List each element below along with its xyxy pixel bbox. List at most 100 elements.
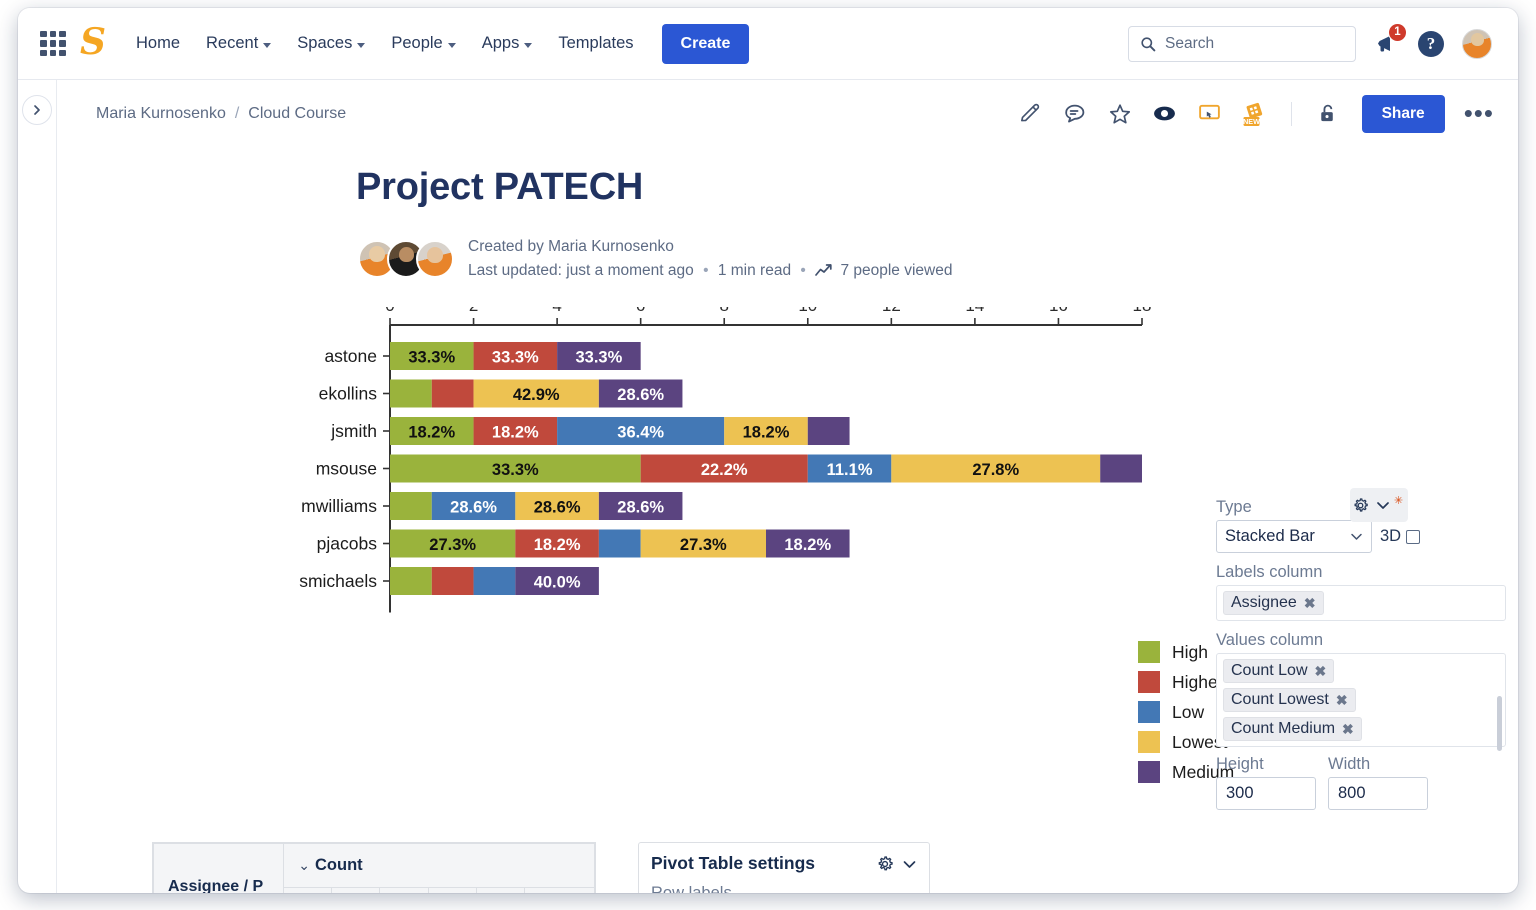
priority-high-icon[interactable]: ⌃	[283, 887, 333, 893]
created-by-line: Created by Maria Kurnosenko	[468, 238, 674, 255]
bar-segment[interactable]	[807, 417, 850, 446]
comment-icon[interactable]	[1062, 101, 1088, 127]
unlock-icon[interactable]	[1315, 101, 1341, 127]
create-button[interactable]: Create	[661, 23, 750, 64]
chart-type-select[interactable]: Stacked Bar	[1216, 520, 1372, 553]
bar-segment[interactable]	[390, 379, 432, 408]
bar-segment[interactable]	[390, 342, 474, 371]
priority-low-icon[interactable]: ⌄	[379, 887, 429, 893]
bar-segment[interactable]	[891, 454, 1101, 483]
priority-highest-icon[interactable]: ⌃⌃	[331, 887, 381, 893]
bar-segment[interactable]	[390, 454, 641, 483]
values-column-field[interactable]: Count Low ✖ Count Lowest ✖ Count Medium …	[1216, 653, 1506, 751]
product-logo[interactable]: S	[80, 20, 106, 63]
bar-segment[interactable]	[557, 342, 641, 371]
bar-segment[interactable]	[473, 417, 558, 446]
bar-segment[interactable]	[557, 417, 725, 446]
new-badge-icon[interactable]: NEW	[1242, 101, 1268, 127]
bar-segment[interactable]	[515, 529, 599, 558]
3d-toggle[interactable]: 3D	[1380, 527, 1421, 546]
stacked-bar-chart[interactable]: 0 2 4 6 8 10 12 14 16 18 astone 33.3% 33.3% 33.3% ekol…	[96, 307, 1518, 784]
column-header-count[interactable]: ⌄ Count	[283, 843, 595, 888]
height-input[interactable]: 300	[1216, 777, 1316, 810]
star-icon[interactable]	[1107, 101, 1133, 127]
presentation-icon[interactable]	[1197, 101, 1223, 127]
bar-segment[interactable]	[390, 417, 474, 446]
share-button[interactable]: Share	[1361, 94, 1445, 133]
bar-segment[interactable]	[431, 379, 474, 408]
grid-icon[interactable]	[40, 30, 66, 57]
x-tick-label: 14	[965, 307, 984, 315]
remove-tag-icon[interactable]: ✖	[1342, 720, 1354, 737]
avatar[interactable]	[1462, 28, 1492, 59]
bar-segment[interactable]	[515, 567, 599, 596]
remove-tag-icon[interactable]: ✖	[1335, 691, 1348, 708]
bar-segment[interactable]	[640, 454, 808, 483]
legend-item[interactable]: High	[1138, 637, 1234, 667]
remove-tag-icon[interactable]: ✖	[1303, 594, 1316, 611]
nav-item-recent[interactable]: Recent	[206, 34, 272, 53]
bar-segment[interactable]	[598, 379, 683, 408]
width-input[interactable]: 800	[1328, 777, 1428, 810]
y-tick-label: smichaels	[299, 571, 377, 591]
priority-lowest-icon[interactable]: ⌄⌄	[427, 887, 477, 893]
nav-item-apps[interactable]: Apps	[482, 34, 533, 53]
pivot-settings-button[interactable]	[876, 855, 917, 873]
chart-settings-button[interactable]: ✳	[1350, 488, 1408, 522]
bar-segment[interactable]	[431, 492, 516, 521]
notifications-button[interactable]: 1	[1374, 22, 1407, 57]
edit-icon[interactable]	[1017, 101, 1043, 127]
bar-segment[interactable]	[1100, 454, 1142, 483]
chart-canvas: 0 2 4 6 8 10 12 14 16 18 astone 33.3% 33.3% 33.3% ekol…	[299, 307, 1151, 613]
watch-icon[interactable]	[1152, 101, 1178, 127]
sidebar-expand-button[interactable]	[22, 95, 52, 125]
tag-count-low[interactable]: Count Low ✖	[1223, 659, 1335, 683]
bar-segment[interactable]	[390, 492, 432, 521]
bar-segment[interactable]	[431, 567, 474, 596]
remove-tag-icon[interactable]: ✖	[1314, 662, 1327, 679]
scrollbar-thumb[interactable]	[1497, 696, 1502, 751]
breadcrumb-page[interactable]: Cloud Course	[248, 104, 347, 122]
bar-segment[interactable]	[724, 417, 808, 446]
row-labels-label: Row labels	[651, 884, 732, 893]
priority-medium-icon[interactable]: =	[475, 887, 525, 893]
bar-segment[interactable]	[766, 529, 850, 558]
column-header-total[interactable]: Total	[523, 887, 596, 893]
bar-segment[interactable]	[598, 492, 683, 521]
tag-count-medium[interactable]: Count Medium ✖	[1223, 717, 1362, 741]
legend-swatch	[1138, 761, 1160, 784]
tag-count-lowest[interactable]: Count Lowest ✖	[1223, 688, 1356, 712]
bar-segment[interactable]	[807, 454, 892, 483]
priority-header-row: ⌃⌃⌃⌄⌄⌄=Total	[154, 887, 596, 893]
contributor-avatars[interactable]	[358, 240, 454, 279]
3d-label: 3D	[1380, 527, 1402, 545]
bar-segment[interactable]	[473, 567, 516, 596]
tag-assignee[interactable]: Assignee ✖	[1223, 591, 1324, 615]
nav-item-people[interactable]: People	[391, 34, 456, 53]
y-tick-label: mwilliams	[301, 496, 377, 516]
bar-segment[interactable]	[473, 379, 599, 408]
more-actions-button[interactable]: •••	[1463, 98, 1494, 129]
bar-segment[interactable]	[390, 529, 516, 558]
bar-segment[interactable]	[515, 492, 599, 521]
last-updated: Last updated: just a moment ago	[468, 262, 694, 280]
breadcrumb-space[interactable]: Maria Kurnosenko	[96, 104, 226, 122]
help-icon[interactable]: ?	[1418, 30, 1444, 57]
legend-item[interactable]: Medium	[1138, 757, 1234, 787]
bar-segment[interactable]	[640, 529, 766, 558]
bar-segment[interactable]	[598, 529, 641, 558]
3d-checkbox[interactable]	[1406, 529, 1421, 544]
bar-segment[interactable]	[473, 342, 558, 371]
bar-segment[interactable]	[390, 567, 432, 596]
legend-item[interactable]: Lowest	[1138, 727, 1234, 757]
labels-column-field[interactable]: Assignee ✖	[1216, 585, 1506, 621]
chevron-down-icon[interactable]: ⌄	[298, 857, 311, 873]
nav-item-spaces[interactable]: Spaces	[297, 34, 366, 53]
legend-item[interactable]: Low	[1138, 697, 1234, 727]
nav-item-home[interactable]: Home	[136, 34, 180, 53]
nav-item-templates[interactable]: Templates	[558, 34, 633, 53]
column-header-assignee[interactable]: Assignee / P	[152, 843, 285, 893]
bar-segment-label: 33.3%	[492, 461, 539, 479]
search-input[interactable]: Search	[1128, 25, 1356, 62]
avatar[interactable]	[416, 240, 454, 279]
